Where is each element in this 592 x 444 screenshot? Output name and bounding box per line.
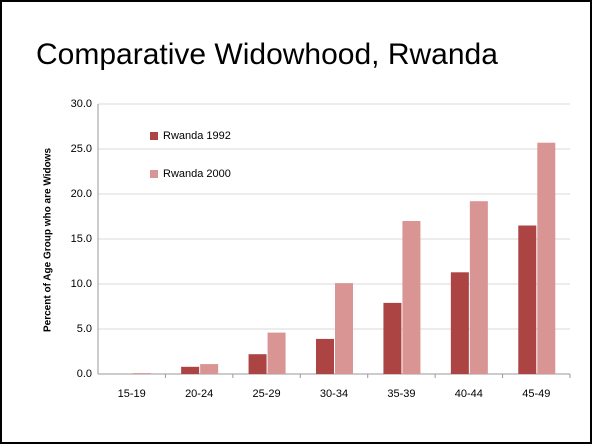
x-tick-label: 35-39: [387, 388, 415, 400]
y-axis-label: Percent of Age Group who are Widows: [43, 148, 54, 332]
x-tick-label: 15-19: [118, 388, 146, 400]
y-tick-label: 25.0: [71, 143, 92, 155]
x-tick-label: 40-44: [455, 388, 483, 400]
bar: [248, 354, 267, 374]
bar: [316, 338, 334, 374]
y-tick-label: 10.0: [71, 278, 92, 290]
y-tick-label: 15.0: [71, 233, 92, 245]
bar: [200, 364, 219, 374]
x-tick-label: 25-29: [253, 388, 281, 400]
bar: [383, 302, 402, 374]
chart-title: Comparative Widowhood, Rwanda: [36, 38, 498, 71]
bar: [469, 201, 488, 374]
legend-swatch: [150, 132, 158, 140]
x-tick-label: 45-49: [522, 388, 550, 400]
bar: [537, 142, 556, 374]
y-tick-label: 0.0: [77, 368, 92, 380]
y-tick-label: 20.0: [71, 188, 92, 200]
bar: [267, 332, 286, 374]
y-tick-label: 5.0: [77, 323, 92, 335]
y-tick-label: 30.0: [71, 98, 92, 110]
bar: [132, 373, 151, 374]
bar: [450, 272, 469, 374]
x-tick-label: 20-24: [185, 388, 213, 400]
legend-label: Rwanda 2000: [163, 168, 231, 180]
legend-label: Rwanda 1992: [163, 130, 231, 142]
bar: [181, 366, 200, 374]
bar: [518, 225, 537, 374]
bar: [335, 283, 353, 374]
bar: [402, 221, 421, 374]
legend-swatch: [150, 170, 158, 178]
x-tick-label: 30-34: [320, 388, 348, 400]
